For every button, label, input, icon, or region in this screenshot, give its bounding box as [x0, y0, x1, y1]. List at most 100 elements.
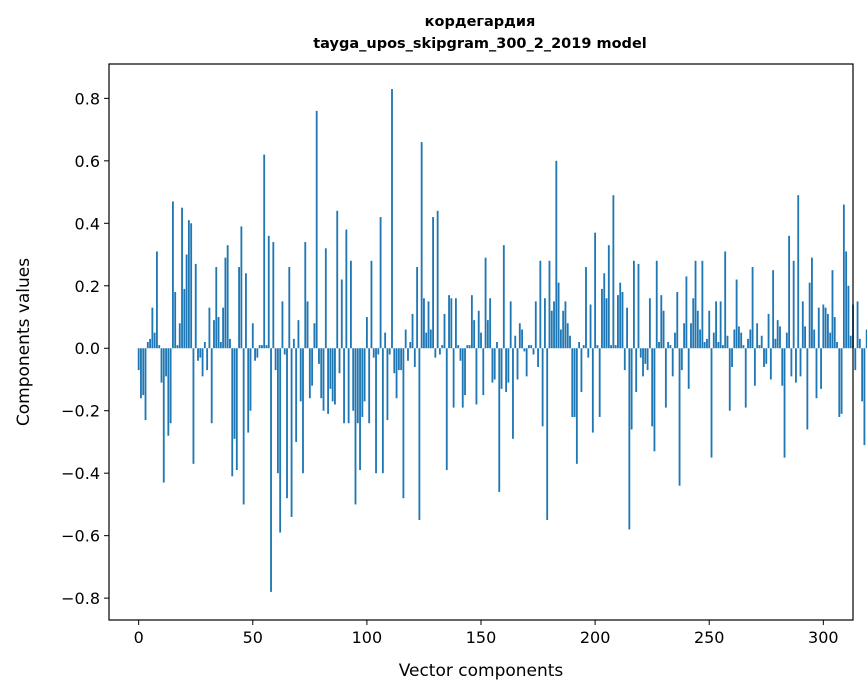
bar: [578, 342, 581, 349]
x-tick-label: 200: [580, 628, 611, 647]
bar: [740, 332, 743, 349]
bar: [528, 345, 530, 349]
bar: [580, 348, 583, 392]
bar: [795, 348, 797, 383]
bar: [297, 320, 300, 349]
bar: [861, 348, 864, 402]
bar: [299, 348, 302, 402]
bar: [434, 348, 437, 358]
bar: [502, 245, 505, 349]
bar: [256, 348, 259, 358]
bar: [509, 301, 512, 349]
bar: [183, 288, 186, 349]
bar: [854, 348, 857, 371]
bar: [767, 313, 770, 349]
bar: [779, 326, 781, 349]
bar: [783, 348, 786, 458]
bar: [491, 348, 494, 383]
bar: [731, 348, 733, 367]
bar: [680, 348, 683, 371]
bar: [153, 332, 156, 349]
bar: [162, 348, 165, 483]
bar: [820, 348, 822, 389]
bar: [815, 348, 818, 399]
bar: [363, 348, 366, 402]
bar: [614, 345, 617, 349]
bar: [518, 323, 521, 349]
bar: [238, 267, 240, 349]
bar: [788, 235, 791, 349]
bar: [295, 348, 298, 442]
bar: [146, 342, 149, 349]
bar: [546, 348, 549, 521]
bar: [292, 338, 295, 349]
bar: [742, 345, 745, 349]
bar: [829, 332, 832, 349]
bar: [587, 348, 590, 358]
y-tick-label: 0.8: [75, 89, 100, 108]
bar: [454, 298, 457, 349]
y-tick-label: 0.2: [75, 277, 100, 296]
bar: [423, 298, 425, 349]
chart-title-line2: tayga_upos_skipgram_300_2_2019 model: [313, 36, 647, 52]
bar: [375, 348, 377, 474]
bar: [288, 267, 291, 349]
bar: [603, 273, 606, 349]
bar: [219, 342, 222, 349]
bar: [687, 348, 690, 389]
bar: [555, 160, 558, 349]
bar: [213, 320, 215, 349]
bar: [340, 279, 343, 349]
bar: [849, 335, 852, 349]
bar: [391, 88, 393, 349]
bar: [753, 348, 756, 386]
bar: [690, 323, 692, 349]
bar: [235, 348, 238, 471]
bar: [651, 348, 654, 427]
bar: [457, 345, 460, 349]
bar: [765, 348, 768, 364]
bar: [712, 332, 715, 349]
bar: [865, 329, 867, 349]
bar: [692, 298, 695, 349]
bar: [573, 348, 576, 417]
bar: [706, 338, 708, 349]
bar: [541, 348, 544, 427]
bar: [251, 323, 254, 349]
bar: [612, 195, 615, 349]
bar: [553, 301, 555, 349]
bar: [525, 348, 528, 377]
bar: [630, 348, 633, 430]
bar: [594, 232, 597, 349]
bar: [676, 292, 679, 349]
bar: [596, 345, 599, 349]
bar: [685, 276, 688, 349]
bar: [564, 301, 567, 349]
bar: [379, 217, 382, 349]
bar: [190, 223, 193, 349]
bar: [267, 235, 270, 349]
bar: [710, 348, 713, 458]
bar: [400, 348, 403, 371]
bar: [249, 348, 252, 411]
x-tick-label: 250: [694, 628, 725, 647]
bar: [370, 260, 373, 349]
bar: [475, 348, 478, 405]
bar: [427, 301, 430, 349]
bar: [831, 270, 834, 349]
bar: [747, 338, 749, 349]
bar: [833, 317, 836, 349]
bar: [607, 245, 610, 349]
bar: [197, 348, 199, 361]
bar: [276, 348, 279, 474]
bar: [847, 285, 850, 349]
bar: [856, 301, 859, 349]
bar: [281, 301, 284, 349]
bar: [165, 348, 167, 377]
bar: [245, 273, 247, 349]
bar: [512, 348, 514, 439]
bar: [174, 292, 177, 349]
bar: [343, 348, 345, 424]
x-tick-label: 300: [808, 628, 839, 647]
bar: [628, 348, 631, 530]
